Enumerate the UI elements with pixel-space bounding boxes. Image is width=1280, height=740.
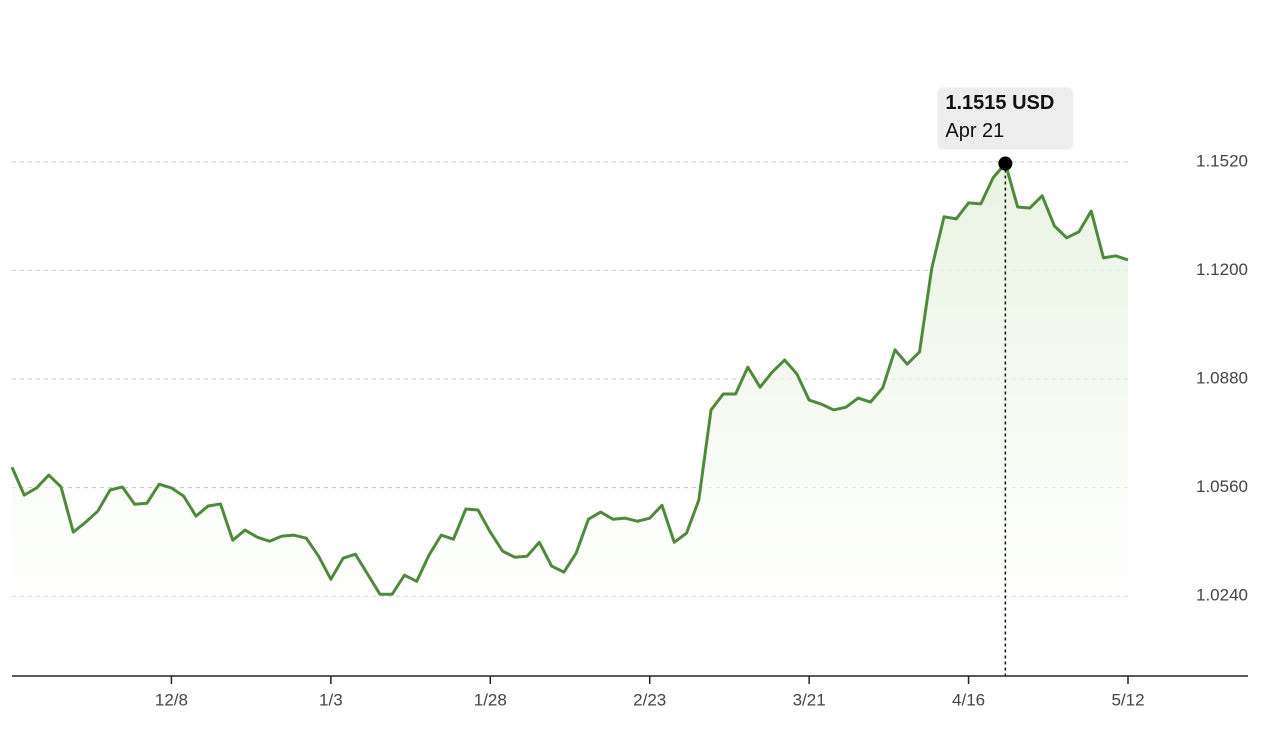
x-tick-label: 12/8: [155, 690, 188, 709]
tooltip-box: [937, 87, 1074, 150]
x-tick-label: 1/3: [319, 690, 343, 709]
y-tick-label: 1.1520: [1196, 151, 1248, 170]
area-fill: [12, 163, 1128, 676]
y-tick-label: 1.0560: [1196, 477, 1248, 496]
x-tick-label: 5/12: [1111, 690, 1144, 709]
x-tick-label: 2/23: [633, 690, 666, 709]
price-line: [10, 162, 1129, 596]
x-tick-label: 4/16: [952, 690, 985, 709]
y-tick-label: 1.0880: [1196, 369, 1248, 388]
tooltip-value: 1.1515 USD: [945, 92, 1054, 114]
hover-point: [998, 156, 1013, 171]
y-tick-label: 1.1200: [1196, 260, 1248, 279]
data-layer: [10, 162, 1129, 676]
x-tick-label: 3/21: [793, 690, 826, 709]
y-tick-label: 1.0240: [1196, 586, 1248, 605]
x-tick-label: 1/28: [474, 690, 507, 709]
overlay-layer: 1.1515 USD Apr 21: [937, 87, 1074, 676]
tooltip-date: Apr 21: [945, 120, 1004, 142]
